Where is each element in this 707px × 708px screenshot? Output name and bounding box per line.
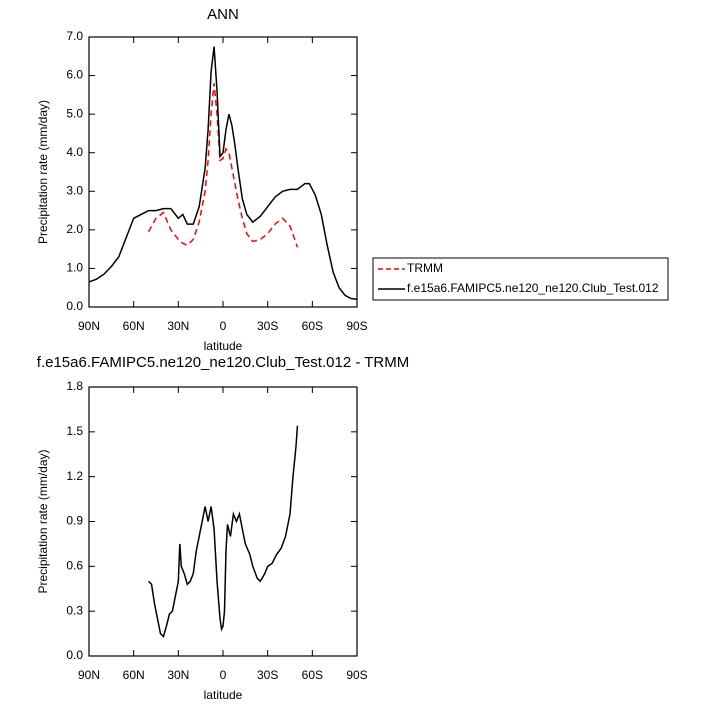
y-tick-label: 0.6 <box>66 559 83 573</box>
y-axis-label: Precipitation rate (mm/day) <box>36 449 50 593</box>
x-tick-label: 90N <box>78 319 100 333</box>
y-tick-label: 7.0 <box>66 29 83 43</box>
series-line <box>148 425 299 639</box>
x-tick-label: 90S <box>346 319 367 333</box>
y-tick-label: 1.8 <box>66 379 83 393</box>
x-tick-label: 90S <box>346 668 367 682</box>
y-tick-label: 1.2 <box>66 469 83 483</box>
y-tick-label: 3.0 <box>66 183 83 197</box>
x-tick-label: 0 <box>220 319 227 333</box>
x-tick-label: 30S <box>257 668 278 682</box>
x-axis-label: latitude <box>204 339 243 353</box>
y-tick-label: 0.3 <box>66 603 83 617</box>
y-tick-label: 4.0 <box>66 145 83 159</box>
y-tick-label: 6.0 <box>66 68 83 82</box>
y-tick-label: 2.0 <box>66 222 83 236</box>
series-line <box>147 83 299 248</box>
legend-label: f.e15a6.FAMIPC5.ne120_ne120.Club_Test.01… <box>407 281 659 295</box>
y-tick-label: 0.0 <box>66 299 83 313</box>
y-tick-label: 5.0 <box>66 106 83 120</box>
x-tick-label: 90N <box>78 668 100 682</box>
x-tick-label: 0 <box>220 668 227 682</box>
legend-box <box>372 257 669 301</box>
chart-title: ANN <box>207 6 239 23</box>
y-tick-label: 1.0 <box>66 261 83 275</box>
plot-frame <box>88 36 358 308</box>
x-tick-label: 60S <box>302 668 323 682</box>
legend-label: TRMM <box>407 261 443 275</box>
x-tick-label: 60S <box>302 319 323 333</box>
y-axis-label: Precipitation rate (mm/day) <box>36 100 50 244</box>
y-tick-label: 0.0 <box>66 648 83 662</box>
x-tick-label: 30N <box>167 668 189 682</box>
chart-title: f.e15a6.FAMIPC5.ne120_ne120.Club_Test.01… <box>37 354 409 371</box>
x-tick-label: 30S <box>257 319 278 333</box>
y-tick-label: 1.5 <box>66 424 83 438</box>
x-tick-label: 30N <box>167 319 189 333</box>
plot-frame <box>88 386 358 657</box>
series-line <box>88 46 358 301</box>
x-tick-label: 60N <box>123 668 145 682</box>
x-axis-label: latitude <box>204 688 243 702</box>
y-tick-label: 0.9 <box>66 514 83 528</box>
x-tick-label: 60N <box>123 319 145 333</box>
